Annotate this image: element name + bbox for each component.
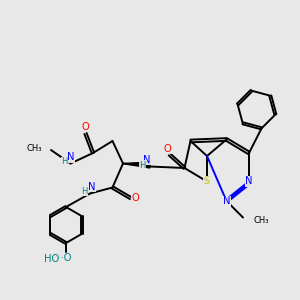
Text: H: H — [61, 158, 68, 166]
Text: S: S — [204, 176, 210, 187]
Text: N: N — [88, 182, 95, 192]
Text: HO: HO — [44, 254, 59, 264]
Text: CH₃: CH₃ — [26, 144, 42, 153]
Text: H: H — [81, 187, 88, 196]
Text: O: O — [82, 122, 89, 132]
Text: O: O — [132, 193, 140, 203]
Text: N: N — [245, 176, 253, 187]
Text: N: N — [68, 152, 75, 163]
Text: H·O: H·O — [53, 253, 72, 263]
Text: CH₃: CH₃ — [254, 216, 269, 225]
Text: N: N — [223, 196, 230, 206]
Text: O: O — [164, 143, 171, 154]
Polygon shape — [123, 162, 150, 168]
Text: H: H — [139, 160, 146, 169]
Text: N: N — [143, 155, 151, 165]
